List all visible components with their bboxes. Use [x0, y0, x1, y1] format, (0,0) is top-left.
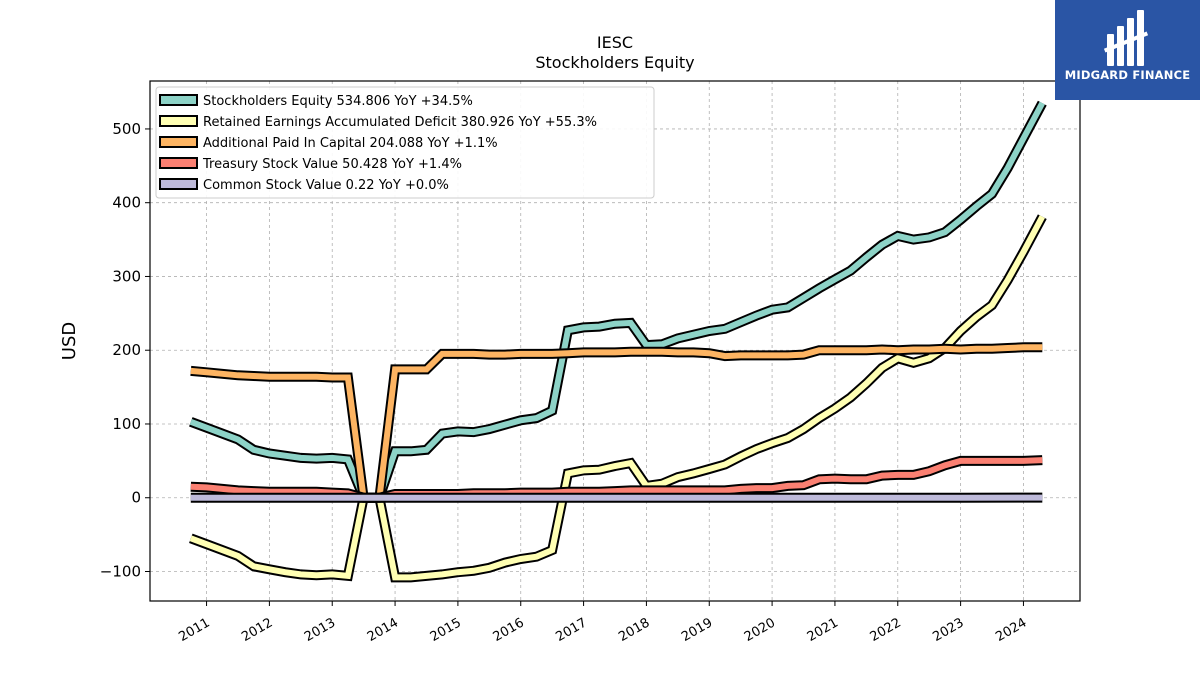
- series-line-retained-earnings-accumulated-deficit: [189, 215, 1045, 581]
- legend-label: Stockholders Equity 534.806 YoY +34.5%: [203, 94, 473, 109]
- y-tick-label: 400: [112, 194, 141, 212]
- y-tick-label: 500: [112, 120, 141, 138]
- midgard-finance-logo: MIDGARD FINANCE: [1055, 0, 1200, 100]
- logo-mark-icon: [1103, 10, 1149, 66]
- legend: Stockholders Equity 534.806 YoY +34.5% Re…: [155, 86, 655, 199]
- legend-swatch: [159, 157, 198, 169]
- legend-box: [155, 86, 655, 199]
- legend-label: Retained Earnings Accumulated Deficit 38…: [203, 115, 597, 130]
- y-tick-label: 0: [131, 489, 141, 507]
- plot-frame: [149, 80, 1081, 602]
- y-axis-label: USD: [59, 322, 80, 360]
- y-axis-ticks: −100 0 100 200 300 400 500: [100, 120, 150, 580]
- series-line-treasury-stock-value: [190, 457, 1043, 501]
- y-tick-label: 100: [112, 415, 141, 433]
- legend-label: Treasury Stock Value 50.428 YoY +1.4%: [202, 157, 462, 172]
- y-tick-label: 300: [112, 267, 141, 285]
- legend-label: Additional Paid In Capital 204.088 YoY +…: [203, 136, 498, 151]
- y-tick-label: 200: [112, 341, 141, 359]
- plot-lines: [189, 100, 1047, 583]
- chart-subtitle: Stockholders Equity: [535, 53, 694, 72]
- logo-text: MIDGARD FINANCE: [1064, 68, 1191, 82]
- legend-swatch: [159, 94, 198, 106]
- y-tick-label: −100: [100, 562, 141, 580]
- legend-swatch: [159, 115, 198, 127]
- series-line-additional-paid-in-capital: [190, 344, 1043, 501]
- legend-swatch: [159, 136, 198, 148]
- series-line-stockholders-equity: [189, 101, 1045, 501]
- legend-swatch: [159, 178, 198, 190]
- legend-label: Common Stock Value 0.22 YoY +0.0%: [203, 178, 449, 193]
- chart-title: IESC: [597, 33, 633, 52]
